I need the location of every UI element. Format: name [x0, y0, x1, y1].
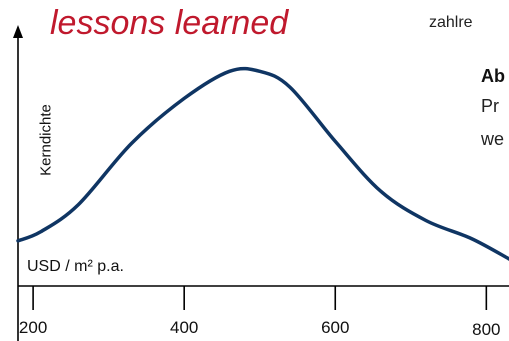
- x-axis-label: USD / m² p.a.: [27, 258, 124, 275]
- chart-title: lessons learned: [50, 4, 289, 42]
- y-axis-arrow-icon: [13, 25, 23, 38]
- side-text-bold: Ab: [481, 66, 505, 86]
- side-text-top: zahlre: [429, 14, 473, 31]
- y-axis-label: Kerndichte: [37, 104, 55, 176]
- x-tick-label-400: 400: [169, 318, 199, 337]
- x-tick-label-800: 800: [472, 320, 501, 339]
- x-axis-ticks: [32, 286, 488, 310]
- side-text-line2: Pr: [481, 96, 499, 116]
- density-curve: [16, 66, 509, 261]
- x-tick-label-200: 200: [18, 318, 48, 337]
- side-text-line3: we: [481, 129, 505, 149]
- x-tick-label-600: 600: [321, 318, 350, 337]
